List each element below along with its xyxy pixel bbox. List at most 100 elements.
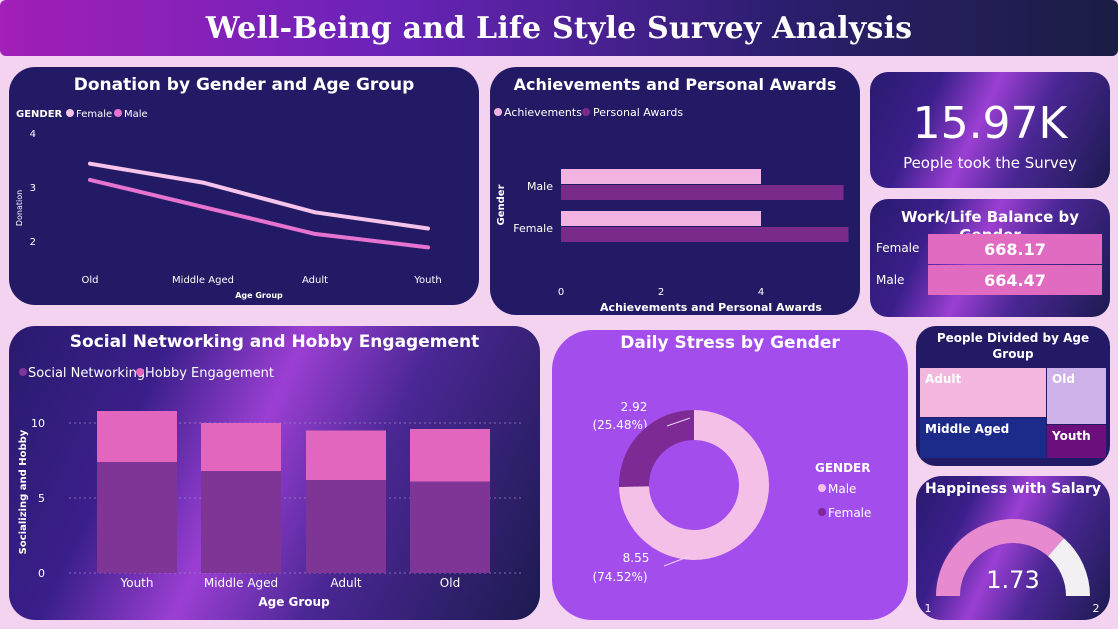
donation-xtick: Youth xyxy=(413,275,442,286)
donation-title: Donation by Gender and Age Group xyxy=(73,75,415,95)
kpi-label: People took the Survey xyxy=(903,154,1077,172)
legend-social-label: Social Networking xyxy=(28,366,145,381)
legend-male-label: Male xyxy=(124,109,148,120)
donut-label-female-value: 2.92 xyxy=(621,400,648,414)
social-ylabel: Socializing and Hobby xyxy=(18,429,29,554)
worklife-bar-male: 664.47 xyxy=(928,265,1102,295)
donation-xtick: Adult xyxy=(302,275,328,286)
achievements-chart: Achievements Personal Awards Gender Male… xyxy=(494,106,849,314)
donation-card: Donation by Gender and Age Group GENDER … xyxy=(9,67,479,305)
achievements-xtick: 2 xyxy=(658,287,664,298)
achievements-card: Achievements and Personal Awards Achieve… xyxy=(490,67,860,315)
legend-stress-female-label: Female xyxy=(828,506,871,520)
social-title: Social Networking and Hobby Engagement xyxy=(69,332,480,352)
social-ytick: 0 xyxy=(38,567,45,580)
legend-awards-marker xyxy=(582,108,590,116)
social-card: Social Networking and Hobby Engagement S… xyxy=(9,326,540,620)
achievements-bar-female-achievements xyxy=(561,211,761,226)
legend-stress-male-marker xyxy=(818,484,826,492)
happiness-card: Happiness with Salary 1.73 1 2 xyxy=(916,476,1110,620)
social-bar-old-hobby xyxy=(410,429,490,482)
worklife-label-male: Male xyxy=(876,273,905,287)
achievements-bar-male-awards xyxy=(561,185,844,200)
legend-awards-label: Personal Awards xyxy=(593,106,683,119)
worklife-card: Work/Life Balance by Gender Female 668.1… xyxy=(870,199,1110,317)
social-chart: Social Networking Hobby Engagement 10 5 … xyxy=(18,366,524,609)
gauge-min: 1 xyxy=(925,602,932,615)
stress-card: Daily Stress by Gender 2.92 (25.48%) 8.5… xyxy=(552,330,908,620)
achievements-ytick: Male xyxy=(527,180,553,193)
gauge-fill xyxy=(936,519,1064,596)
donation-line-male xyxy=(88,177,430,250)
achievements-title: Achievements and Personal Awards xyxy=(513,75,837,94)
social-bar-adult-hobby xyxy=(306,430,386,480)
donation-ylabel: Donation xyxy=(15,190,24,226)
legend-female-marker xyxy=(66,109,74,117)
donut-label-female-pct: (25.48%) xyxy=(592,418,647,432)
kpi-value: 15.97K xyxy=(912,98,1068,149)
achievements-ytick: Female xyxy=(513,222,553,235)
social-ytick: 10 xyxy=(31,417,45,430)
legend-achievements-label: Achievements xyxy=(504,106,582,119)
gauge-max: 2 xyxy=(1093,602,1100,615)
treemap-cell-youth[interactable]: Youth xyxy=(1047,425,1106,458)
achievements-ylabel: Gender xyxy=(496,184,507,225)
social-ytick: 5 xyxy=(38,492,45,505)
donation-ytick: 3 xyxy=(30,183,36,194)
donation-xlabel: Age Group xyxy=(235,291,283,300)
legend-social-marker xyxy=(19,368,27,376)
worklife-bar-female: 668.17 xyxy=(928,234,1102,264)
social-xtick: Youth xyxy=(120,576,154,590)
achievements-xtick: 4 xyxy=(758,287,764,298)
donation-chart: GENDER Female Male 4 3 2 Donation Old Mi… xyxy=(15,109,442,300)
stress-title: Daily Stress by Gender xyxy=(620,333,840,353)
treemap-cell-adult[interactable]: Adult xyxy=(920,368,1046,417)
social-bar-adult-social xyxy=(306,480,386,573)
donut-label-male-pct: (74.52%) xyxy=(592,570,647,584)
stress-legend-title: GENDER xyxy=(815,461,871,475)
social-xtick: Old xyxy=(440,576,460,590)
donation-xtick: Middle Aged xyxy=(172,275,234,286)
achievements-xtick: 0 xyxy=(558,287,564,298)
worklife-label-female: Female xyxy=(876,241,920,255)
legend-stress-male-label: Male xyxy=(828,482,856,496)
social-bar-middle-aged-hobby xyxy=(201,423,281,471)
legend-achievements-marker xyxy=(494,108,502,116)
social-bar-old-social xyxy=(410,481,490,573)
treemap-cell-middle-aged[interactable]: Middle Aged xyxy=(920,418,1046,458)
achievements-bar-female-awards xyxy=(561,227,849,242)
donation-ytick: 2 xyxy=(30,237,36,248)
donut-leader-male xyxy=(663,555,691,567)
donation-xtick: Old xyxy=(82,275,99,286)
stress-chart: 2.92 (25.48%) 8.55 (74.52%) GENDER Male … xyxy=(592,400,871,584)
age-group-card: People Divided by Age Group Adult Old Mi… xyxy=(916,326,1110,466)
donut-leader-female xyxy=(666,417,691,427)
legend-hobby-marker xyxy=(136,368,144,376)
donation-ytick: 4 xyxy=(30,129,36,140)
social-xlabel: Age Group xyxy=(258,595,330,609)
survey-kpi-card: 15.97K People took the Survey xyxy=(870,72,1110,188)
social-xtick: Adult xyxy=(330,576,362,590)
achievements-bar-male-achievements xyxy=(561,169,761,184)
donut-label-male-value: 8.55 xyxy=(623,551,650,565)
achievements-xlabel: Achievements and Personal Awards xyxy=(600,301,822,314)
donation-line-female xyxy=(88,161,430,231)
legend-male-marker xyxy=(114,109,122,117)
age-group-title: People Divided by Age Group xyxy=(936,331,1090,361)
happiness-title: Happiness with Salary xyxy=(924,481,1102,497)
gauge-track xyxy=(1048,538,1090,596)
legend-hobby-label: Hobby Engagement xyxy=(145,366,274,381)
gauge-value: 1.73 xyxy=(986,566,1039,594)
dashboard-title: Well-Being and Life Style Survey Analysi… xyxy=(205,10,913,46)
dashboard-header: Well-Being and Life Style Survey Analysi… xyxy=(0,0,1118,56)
social-bar-middle-aged-social xyxy=(201,471,281,573)
social-bar-youth-hobby xyxy=(97,411,177,462)
happiness-gauge: 1.73 1 2 xyxy=(925,519,1100,615)
donation-legend-title: GENDER xyxy=(16,109,63,120)
legend-stress-female-marker xyxy=(818,508,826,516)
treemap-cell-old[interactable]: Old xyxy=(1047,368,1106,424)
social-xtick: Middle Aged xyxy=(204,576,278,590)
social-bar-youth-social xyxy=(97,462,177,573)
legend-female-label: Female xyxy=(76,109,112,120)
donut-slice-female xyxy=(619,410,769,560)
